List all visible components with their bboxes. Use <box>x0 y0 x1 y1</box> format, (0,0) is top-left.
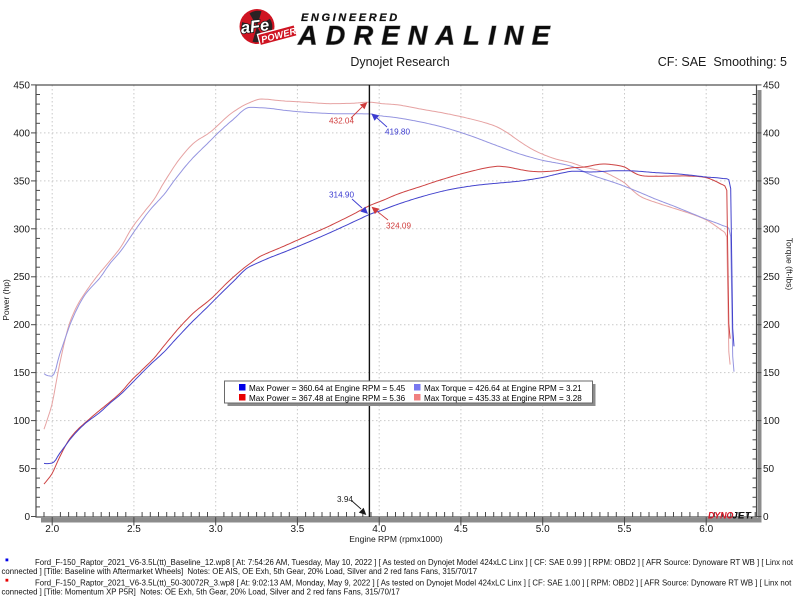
svg-text:Max Torque = 435.33 at Engine: Max Torque = 435.33 at Engine RPM = 3.28 <box>424 394 582 403</box>
svg-text:connected ] [Title: Baseline w: connected ] [Title: Baseline with Afterm… <box>2 567 478 576</box>
svg-text:250: 250 <box>763 272 780 283</box>
svg-text:ENGINEERED: ENGINEERED <box>301 12 400 24</box>
svg-text:0: 0 <box>24 512 30 523</box>
svg-text:Torque (ft-lbs): Torque (ft-lbs) <box>785 238 795 291</box>
svg-text:connected ] [Title: Momentum X: connected ] [Title: Momentum XP P5R] Not… <box>2 588 400 597</box>
svg-text:350: 350 <box>763 176 780 187</box>
svg-text:50: 50 <box>19 464 31 475</box>
svg-text:4.5: 4.5 <box>454 524 468 535</box>
svg-text:3.0: 3.0 <box>209 524 223 535</box>
svg-text:5.0: 5.0 <box>536 524 550 535</box>
svg-text:250: 250 <box>13 272 30 283</box>
svg-text:100: 100 <box>763 416 780 427</box>
svg-text:6.0: 6.0 <box>699 524 713 535</box>
svg-text:450: 450 <box>763 80 780 91</box>
svg-text:324.09: 324.09 <box>386 222 411 231</box>
svg-text:DYNOJET.: DYNOJET. <box>708 511 754 522</box>
svg-text:Engine RPM (rpmx1000): Engine RPM (rpmx1000) <box>349 534 443 544</box>
svg-text:Max Torque = 426.64 at Engine: Max Torque = 426.64 at Engine RPM = 3.21 <box>424 384 582 393</box>
svg-text:419.80: 419.80 <box>385 128 410 137</box>
svg-text:350: 350 <box>13 176 30 187</box>
svg-text:®: ® <box>273 11 277 18</box>
svg-text:3.94: 3.94 <box>337 495 353 504</box>
svg-text:300: 300 <box>13 224 30 235</box>
svg-text:3.5: 3.5 <box>290 524 304 535</box>
svg-text:Max Power = 360.64 at Engine R: Max Power = 360.64 at Engine RPM = 5.45 <box>249 384 406 393</box>
svg-text:Ford_F-150_Raptor_2021_V6-3.5L: Ford_F-150_Raptor_2021_V6-3.5L(tt)_Basel… <box>35 558 794 567</box>
svg-text:Dynojet Research: Dynojet Research <box>350 55 449 69</box>
svg-text:450: 450 <box>13 80 30 91</box>
svg-text:400: 400 <box>13 128 30 139</box>
svg-text:2.0: 2.0 <box>45 524 59 535</box>
svg-text:50: 50 <box>763 464 775 475</box>
svg-text:Power (hp): Power (hp) <box>1 279 11 321</box>
svg-text:432.04: 432.04 <box>329 117 354 126</box>
svg-text:314.90: 314.90 <box>329 191 354 200</box>
svg-text:CF: SAE Smoothing: 5: CF: SAE Smoothing: 5 <box>658 55 787 69</box>
svg-text:300: 300 <box>763 224 780 235</box>
svg-text:150: 150 <box>13 368 30 379</box>
svg-text:100: 100 <box>13 416 30 427</box>
svg-text:0: 0 <box>763 512 769 523</box>
svg-text:400: 400 <box>763 128 780 139</box>
svg-text:2.5: 2.5 <box>127 524 141 535</box>
svg-text:ADRENALINE: ADRENALINE <box>297 21 558 51</box>
svg-text:4.0: 4.0 <box>372 524 386 535</box>
svg-text:200: 200 <box>763 320 780 331</box>
svg-text:150: 150 <box>763 368 780 379</box>
svg-text:Ford_F-150_Raptor_2021_V6-3.5L: Ford_F-150_Raptor_2021_V6-3.5L(tt)_50-30… <box>35 579 792 588</box>
svg-text:Max Power = 367.48 at Engine R: Max Power = 367.48 at Engine RPM = 5.36 <box>249 394 406 403</box>
svg-text:200: 200 <box>13 320 30 331</box>
svg-text:5.5: 5.5 <box>618 524 632 535</box>
